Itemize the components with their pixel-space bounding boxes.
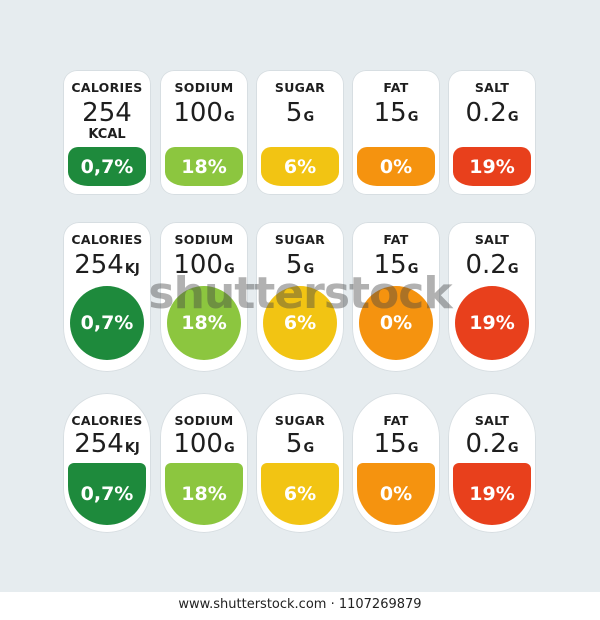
percent-badge: 19% xyxy=(453,463,531,525)
calories-card: CALORIES 254KJ 0,7% xyxy=(63,393,151,533)
percent-badge: 18% xyxy=(167,286,241,360)
card-value: 0.2G xyxy=(465,250,519,280)
salt-card: SALT 0.2G 19% xyxy=(448,393,536,533)
percent-badge: 18% xyxy=(165,147,243,186)
card-name: CALORIES xyxy=(71,413,143,428)
percent-badge: 6% xyxy=(261,147,339,186)
card-value: 5G xyxy=(285,98,315,128)
sodium-card: SODIUM 100G 18% xyxy=(160,393,248,533)
label-row-rectangle: CALORIES 254 KCAL 0,7% SODIUM 100G 18% S… xyxy=(0,70,600,195)
percent-badge: 19% xyxy=(453,147,531,186)
card-value: 0.2G xyxy=(465,98,519,128)
card-name: SUGAR xyxy=(274,80,326,95)
footer-credit: www.shutterstock.com · 1107269879 xyxy=(0,592,600,620)
card-name: SUGAR xyxy=(274,232,326,247)
card-value: 100G xyxy=(173,250,235,280)
sugar-card: SUGAR 5G 6% xyxy=(256,393,344,533)
percent-badge: 18% xyxy=(165,463,243,525)
label-row-pill: CALORIES 254KJ 0,7% SODIUM 100G 18% SUGA… xyxy=(0,393,600,533)
percent-badge: 0% xyxy=(359,286,433,360)
card-name: FAT xyxy=(383,232,409,247)
card-name: CALORIES xyxy=(71,80,143,95)
card-name: FAT xyxy=(383,80,409,95)
calories-card: CALORIES 254 KCAL 0,7% xyxy=(63,70,151,195)
card-name: SUGAR xyxy=(274,413,326,428)
card-value: 15G xyxy=(373,98,419,128)
card-unit: KCAL xyxy=(88,127,126,142)
card-value: 254 xyxy=(82,98,132,128)
card-value: 254KJ xyxy=(74,429,140,459)
percent-badge: 0,7% xyxy=(70,286,144,360)
percent-badge: 0% xyxy=(357,147,435,186)
card-value: 15G xyxy=(373,250,419,280)
card-name: SODIUM xyxy=(174,232,234,247)
fat-card: FAT 15G 0% xyxy=(352,222,440,372)
card-name: SALT xyxy=(474,232,510,247)
card-name: CALORIES xyxy=(71,232,143,247)
fat-card: FAT 15G 0% xyxy=(352,393,440,533)
card-value: 100G xyxy=(173,429,235,459)
sugar-card: SUGAR 5G 6% xyxy=(256,222,344,372)
card-value: 15G xyxy=(373,429,419,459)
card-name: SALT xyxy=(474,413,510,428)
card-value: 254KJ xyxy=(74,250,140,280)
percent-badge: 0,7% xyxy=(68,463,146,525)
card-name: SODIUM xyxy=(174,413,234,428)
percent-badge: 6% xyxy=(261,463,339,525)
salt-card: SALT 0.2G 19% xyxy=(448,70,536,195)
label-row-circle: CALORIES 254KJ 0,7% SODIUM 100G 18% SUGA… xyxy=(0,222,600,372)
card-value: 5G xyxy=(285,250,315,280)
percent-badge: 0% xyxy=(357,463,435,525)
salt-card: SALT 0.2G 19% xyxy=(448,222,536,372)
card-name: SALT xyxy=(474,80,510,95)
card-value: 0.2G xyxy=(465,429,519,459)
fat-card: FAT 15G 0% xyxy=(352,70,440,195)
card-name: SODIUM xyxy=(174,80,234,95)
sodium-card: SODIUM 100G 18% xyxy=(160,70,248,195)
card-value: 5G xyxy=(285,429,315,459)
card-value: 100G xyxy=(173,98,235,128)
calories-card: CALORIES 254KJ 0,7% xyxy=(63,222,151,372)
percent-badge: 6% xyxy=(263,286,337,360)
card-name: FAT xyxy=(383,413,409,428)
percent-badge: 19% xyxy=(455,286,529,360)
sugar-card: SUGAR 5G 6% xyxy=(256,70,344,195)
percent-badge: 0,7% xyxy=(68,147,146,186)
watermark: shutterstock xyxy=(148,268,452,319)
sodium-card: SODIUM 100G 18% xyxy=(160,222,248,372)
